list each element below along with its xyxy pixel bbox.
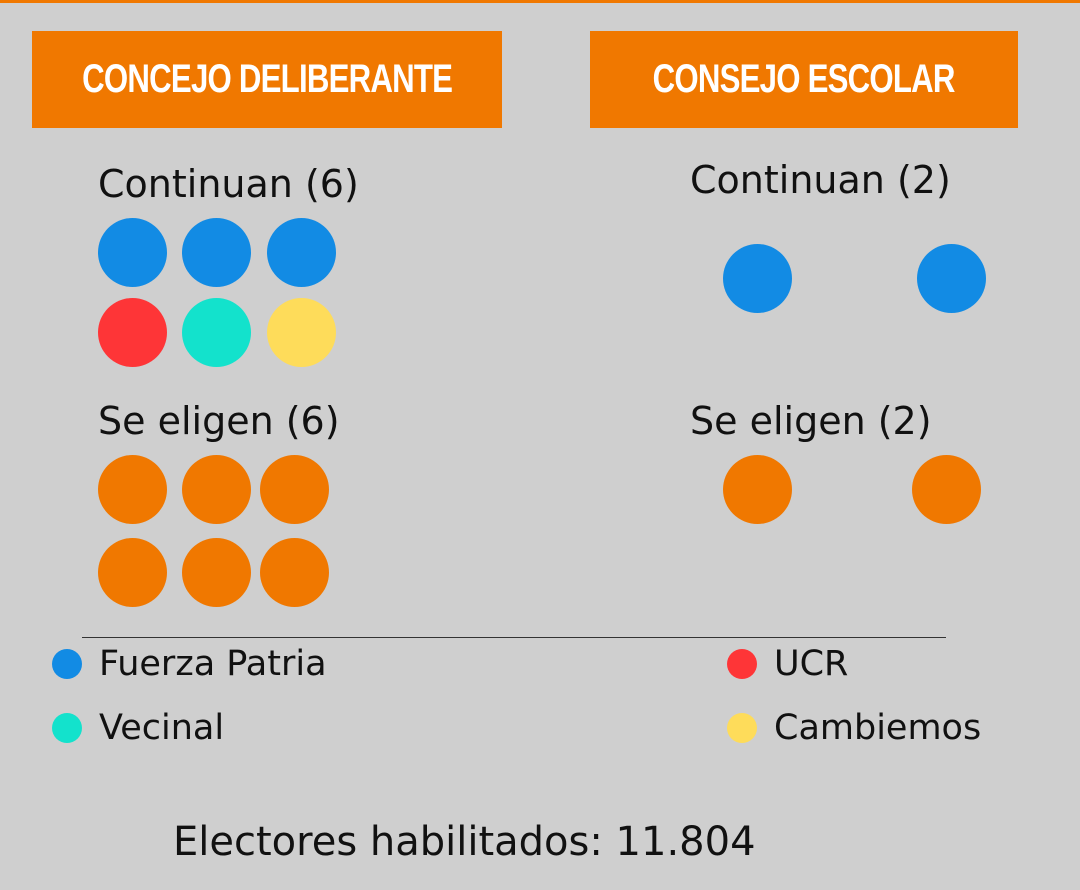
consejo-escolar-title: CONSEJO ESCOLAR xyxy=(652,57,956,101)
concejo-se-eligen-seat xyxy=(182,455,251,524)
consejo-se-eligen-label: Se eligen (2) xyxy=(690,399,932,443)
legend-dot-fuerza_patria xyxy=(52,649,82,679)
concejo-continuan-seat-vecinal xyxy=(182,298,251,367)
legend-item-fuerza_patria: Fuerza Patria xyxy=(52,644,327,684)
legend-item-vecinal: Vecinal xyxy=(52,708,224,748)
concejo-continuan-label: Continuan (6) xyxy=(98,162,359,206)
legend-label-vecinal: Vecinal xyxy=(99,708,225,748)
legend-dot-vecinal xyxy=(52,713,82,743)
consejo-escolar-header: CONSEJO ESCOLAR xyxy=(590,31,1018,128)
legend-item-cambiemos: Cambiemos xyxy=(727,708,981,748)
concejo-continuan-seat-ucr xyxy=(98,298,167,367)
concejo-se-eligen-seat xyxy=(260,455,329,524)
concejo-continuan-seat-fuerza_patria xyxy=(98,218,167,287)
consejo-continuan-seat-fuerza_patria xyxy=(723,244,792,313)
concejo-continuan-seat-fuerza_patria xyxy=(267,218,336,287)
consejo-se-eligen-seat xyxy=(912,455,981,524)
concejo-se-eligen-seat xyxy=(98,538,167,607)
legend-item-ucr: UCR xyxy=(727,644,848,684)
concejo-deliberante-title: CONCEJO DELIBERANTE xyxy=(81,57,453,101)
electores-habilitados: Electores habilitados: 11.804 xyxy=(173,819,756,865)
consejo-continuan-label: Continuan (2) xyxy=(690,158,951,202)
legend-label-fuerza_patria: Fuerza Patria xyxy=(99,644,327,684)
legend-label-cambiemos: Cambiemos xyxy=(774,708,982,748)
legend-dot-ucr xyxy=(727,649,757,679)
concejo-continuan-seat-fuerza_patria xyxy=(182,218,251,287)
concejo-deliberante-header: CONCEJO DELIBERANTE xyxy=(32,31,502,128)
concejo-se-eligen-label: Se eligen (6) xyxy=(98,399,340,443)
legend-label-ucr: UCR xyxy=(774,644,849,684)
concejo-se-eligen-seat xyxy=(260,538,329,607)
concejo-se-eligen-seat xyxy=(98,455,167,524)
legend-dot-cambiemos xyxy=(727,713,757,743)
divider xyxy=(82,637,946,638)
concejo-continuan-seat-cambiemos xyxy=(267,298,336,367)
top-accent-line xyxy=(0,0,1080,3)
consejo-se-eligen-seat xyxy=(723,455,792,524)
concejo-se-eligen-seat xyxy=(182,538,251,607)
consejo-continuan-seat-fuerza_patria xyxy=(917,244,986,313)
